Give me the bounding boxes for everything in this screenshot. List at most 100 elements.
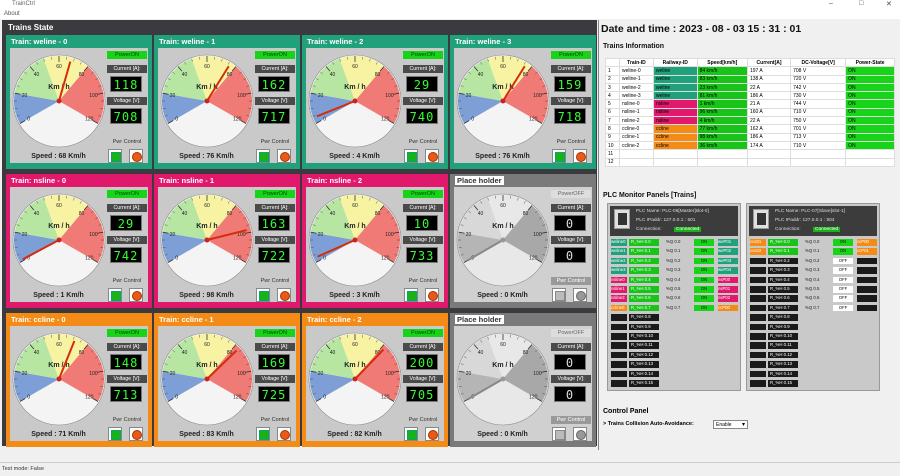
train-card-body: 0 20 40 60 80 100 120 Km / h Speed : 71 Km/h Powe… xyxy=(10,326,148,441)
gauge-tick-label: 20 xyxy=(170,232,176,238)
gauge-tick-label: 120 xyxy=(529,256,538,262)
table-row[interactable]: 7 nsline-2 nsline 4 km/h 22 A 750 V ON xyxy=(605,116,895,126)
plc-coil-label: %Q 0.1 xyxy=(805,248,820,254)
plc-train-tag: nsline0 xyxy=(611,276,627,284)
power-on-button[interactable] xyxy=(552,288,566,302)
power-state-badge: PowerON xyxy=(551,51,591,59)
plc-header: PLC Name: PLC-07[Slave]slot-1] PLC IPaddr… xyxy=(749,206,877,236)
table-row[interactable]: 11 xyxy=(605,149,895,159)
power-on-button[interactable] xyxy=(108,288,122,302)
gauge-tick-label: 60 xyxy=(352,342,358,348)
power-on-button[interactable] xyxy=(404,427,418,441)
power-on-button[interactable] xyxy=(108,427,122,441)
status-bar: Test mode: False xyxy=(0,462,900,476)
plc-coil-state: OFF xyxy=(833,257,853,265)
power-on-button[interactable] xyxy=(256,149,270,163)
gauge-tick-label: 80 xyxy=(375,72,381,78)
table-row[interactable]: 10 ccline-2 ccline 36 km/h 174 A 710 V ON xyxy=(605,140,895,151)
table-header-cell: Train-ID xyxy=(619,57,654,68)
train-card-body: 0 20 40 60 80 100 120 Km / h Speed : 76 Km/h Powe… xyxy=(158,48,296,163)
power-state-badge: PowerOFF xyxy=(551,190,591,198)
gauge-tick-label: 80 xyxy=(375,350,381,356)
gauge-tick-label: 20 xyxy=(466,93,472,99)
plc-register: R_%H 0.13 xyxy=(629,361,659,368)
current-display: 162 xyxy=(258,76,290,92)
power-on-button[interactable] xyxy=(256,427,270,441)
voltage-display: 733 xyxy=(406,247,438,263)
table-row[interactable]: 2 weline-1 weline 83 km/h 138 A 720 V ON xyxy=(605,74,895,84)
plc-train-tag xyxy=(611,333,627,340)
gauge-tick-label: 120 xyxy=(233,256,242,262)
gauge-tick-label: 60 xyxy=(204,203,210,209)
plc-register: R_%H 0.8 xyxy=(768,314,798,321)
minimize-button[interactable]: – xyxy=(829,0,833,7)
window-title: TrainCtrl xyxy=(12,1,35,7)
gauge-tick-label: 20 xyxy=(318,93,324,99)
table-row[interactable]: 6 nsline-1 nsline 96 km/h 160 A 710 V ON xyxy=(605,107,895,118)
power-on-button[interactable] xyxy=(404,288,418,302)
power-off-button[interactable] xyxy=(129,149,143,163)
table-cell: 138 A xyxy=(746,74,792,84)
plc-train-tag: weline1 xyxy=(611,248,627,255)
power-off-button[interactable] xyxy=(129,427,143,441)
power-off-button[interactable] xyxy=(425,149,439,163)
power-off-button[interactable] xyxy=(573,288,587,302)
table-row[interactable]: 8 ccline-0 ccline 77 km/h 162 A 701 V ON xyxy=(605,124,895,134)
table-cell: ON xyxy=(845,91,895,101)
power-off-button[interactable] xyxy=(573,427,587,441)
power-off-button[interactable] xyxy=(277,288,291,302)
table-cell xyxy=(845,149,895,159)
power-off-button[interactable] xyxy=(425,288,439,302)
table-row[interactable]: 5 nsline-0 nsline 1 km/h 21 A 744 V ON xyxy=(605,99,895,109)
table-cell: weline xyxy=(652,74,698,84)
maximize-button[interactable]: □ xyxy=(859,0,864,7)
power-off-button[interactable] xyxy=(573,149,587,163)
plc-train-tag xyxy=(611,314,627,321)
plc-ip: PLC IPaddr: 127.0.0.1 : 501 xyxy=(636,218,696,223)
plc-coil-state: ON xyxy=(694,286,714,293)
table-cell: 750 V xyxy=(790,116,847,126)
speed-prefix: Speed : xyxy=(31,153,59,160)
power-on-button[interactable] xyxy=(552,149,566,163)
plc-coil-state: OFF xyxy=(833,304,853,312)
power-on-button[interactable] xyxy=(552,427,566,441)
power-off-button[interactable] xyxy=(129,288,143,302)
table-row[interactable]: 9 ccline-1 ccline 98 km/h 186 A 713 V ON xyxy=(605,132,895,142)
table-row[interactable]: 4 weline-3 weline 81 km/h 186 A 730 V ON xyxy=(605,91,895,101)
gauge-hub xyxy=(352,237,358,243)
gauge-tick-label: 0 xyxy=(323,395,326,401)
table-row[interactable]: 12 xyxy=(605,157,895,167)
menu-about[interactable]: About xyxy=(4,11,20,17)
table-row[interactable]: 1 weline-0 weline 84 km/h 197 A 708 V ON xyxy=(605,66,895,76)
power-off-button[interactable] xyxy=(425,427,439,441)
plc-coil-state: ON xyxy=(694,257,714,265)
status-text: Test mode: False xyxy=(2,466,44,472)
close-button[interactable]: ✕ xyxy=(886,1,892,8)
power-off-button[interactable] xyxy=(277,149,291,163)
plc-train-tag: ccline0 xyxy=(611,304,627,312)
gauge-unit-label: Km / h xyxy=(196,223,217,230)
plc-train-tag xyxy=(750,286,766,293)
collision-select[interactable]: Enable xyxy=(713,420,748,429)
plc-train-tag xyxy=(611,351,627,359)
table-row[interactable]: 3 weline-2 weline 23 km/h 22 A 742 V ON xyxy=(605,82,895,93)
train-card-body: 0 20 40 60 80 100 120 Km / h Speed : 98 Km/h Powe… xyxy=(158,187,296,302)
table-cell: 710 V xyxy=(790,107,847,118)
table-header-cell: Railway-ID xyxy=(652,57,698,68)
plc-coil-label: %Q 0.7 xyxy=(666,304,681,310)
speed-prefix: Speed : xyxy=(33,292,61,299)
plc-register: R_%H 0.4 xyxy=(768,276,798,284)
gauge-tick-label: 80 xyxy=(523,72,529,78)
power-on-button[interactable] xyxy=(404,149,418,163)
table-cell: 174 A xyxy=(746,140,792,151)
plc-track-tag: ccP00 xyxy=(857,239,877,246)
gauge-hub xyxy=(352,98,358,104)
power-off-button[interactable] xyxy=(277,427,291,441)
power-on-button[interactable] xyxy=(256,288,270,302)
power-on-button[interactable] xyxy=(108,149,122,163)
speed-readout: Speed : 76 Km/h xyxy=(158,151,255,162)
trains-info-title: Trains Information xyxy=(603,43,665,50)
plc-connection-status: Connected xyxy=(813,227,841,232)
